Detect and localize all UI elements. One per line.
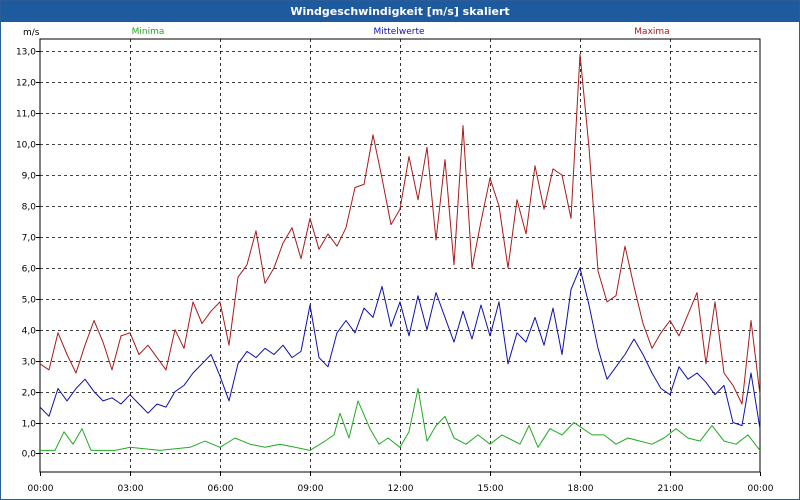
y-tick-label: 0,0	[22, 450, 37, 460]
series-line-minima	[40, 388, 761, 451]
y-tick-label: 2,0	[22, 389, 37, 399]
y-tick-label: 11,0	[16, 110, 36, 120]
axes: 0,0 1,0 2,0 3,0 4,0 5,0 6,0 7,0 8,0 9,0 10,0 11,0 12…	[16, 28, 774, 494]
y-tick-label: 13,0	[16, 48, 36, 58]
window-title: Windgeschwindigkeit [m/s] skaliert	[1, 1, 799, 22]
y-tick-label: 12,0	[16, 79, 36, 89]
y-tick-label: 8,0	[22, 203, 37, 213]
legend-entry-maxima: Maxima	[634, 27, 669, 37]
legend-entry-mittelwerte: Mittelwerte	[373, 27, 424, 37]
legend: Minima Mittelwerte Maxima	[132, 27, 670, 37]
x-tick-time-label: 03:00	[118, 484, 144, 494]
series-line-maxima	[39, 54, 761, 405]
plot-area	[39, 38, 761, 473]
grid	[39, 38, 761, 473]
series-line-mittelwerte	[39, 267, 761, 429]
x-tick-time-label: 00:00	[748, 484, 774, 494]
y-tick-label: 6,0	[22, 265, 37, 275]
x-tick-time-label: 00:00	[28, 484, 54, 494]
y-tick-label: 9,0	[22, 172, 37, 182]
y-tick-label: 7,0	[22, 234, 37, 244]
x-tick-time-label: 09:00	[298, 484, 324, 494]
y-tick-label: 4,0	[22, 327, 37, 337]
y-tick-label: 1,0	[22, 420, 37, 430]
series-lines	[39, 54, 761, 451]
x-tick-time-label: 06:00	[208, 484, 234, 494]
y-tick-label: 10,0	[16, 141, 36, 151]
wind-speed-chart: 0,0 1,0 2,0 3,0 4,0 5,0 6,0 7,0 8,0 9,0 10,0 11,0 12…	[16, 27, 774, 494]
x-tick-time-label: 15:00	[478, 484, 504, 494]
y-axis-label: m/s	[23, 28, 40, 38]
x-tick-time-label: 12:00	[388, 484, 414, 494]
legend-entry-minima: Minima	[132, 27, 165, 37]
x-tick-time-label: 18:00	[568, 484, 594, 494]
x-tick-time-label: 21:00	[658, 484, 684, 494]
y-tick-label: 5,0	[22, 296, 37, 306]
y-tick-label: 3,0	[22, 358, 37, 368]
